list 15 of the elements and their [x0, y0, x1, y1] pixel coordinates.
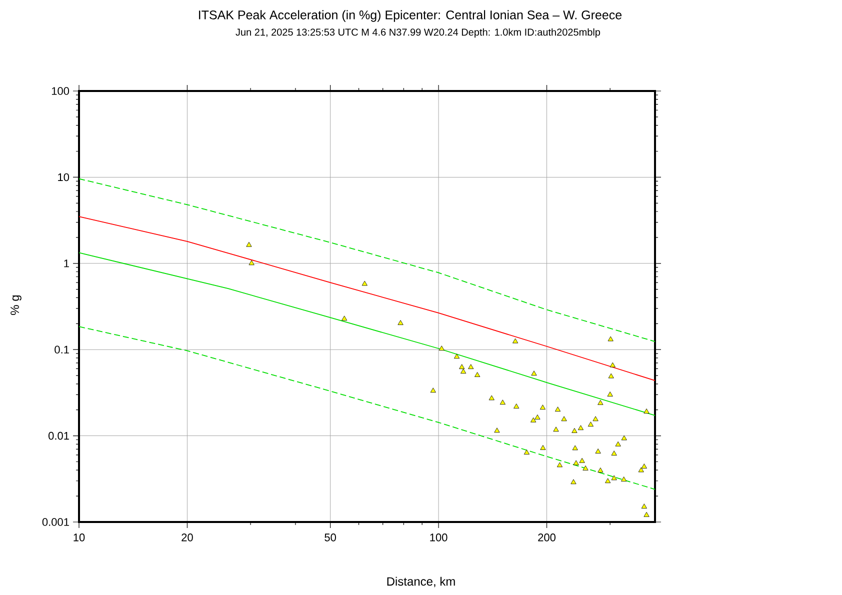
y-tick-label: 0.001: [42, 518, 69, 526]
x-tick-label: 50: [324, 534, 336, 542]
y-tick-label: 10: [58, 173, 70, 182]
y-tick-label: 100: [52, 87, 70, 95]
y-axis-title: % g: [10, 295, 22, 315]
x-axis-title: Distance, km: [387, 576, 455, 588]
x-tick-label: 100: [430, 534, 448, 542]
x-tick-label: 20: [182, 534, 193, 542]
y-tick-label: 0.1: [54, 346, 69, 354]
x-tick-label: 200: [538, 534, 556, 542]
x-tick-label: 10: [74, 534, 85, 542]
y-tick-label: 0.01: [48, 432, 69, 440]
chart-subtitle: Jun 21, 2025 13:25:53 UTC M 4.6 N37.99 W20.24 Depth: 1.0km ID:auth2025mblp: [236, 28, 600, 38]
chart-title: ITSAK Peak Acceleration (in %g) Epicenter: Central Ionian Sea – W. Greece: [199, 10, 622, 22]
y-tick-label: 1: [64, 260, 69, 268]
